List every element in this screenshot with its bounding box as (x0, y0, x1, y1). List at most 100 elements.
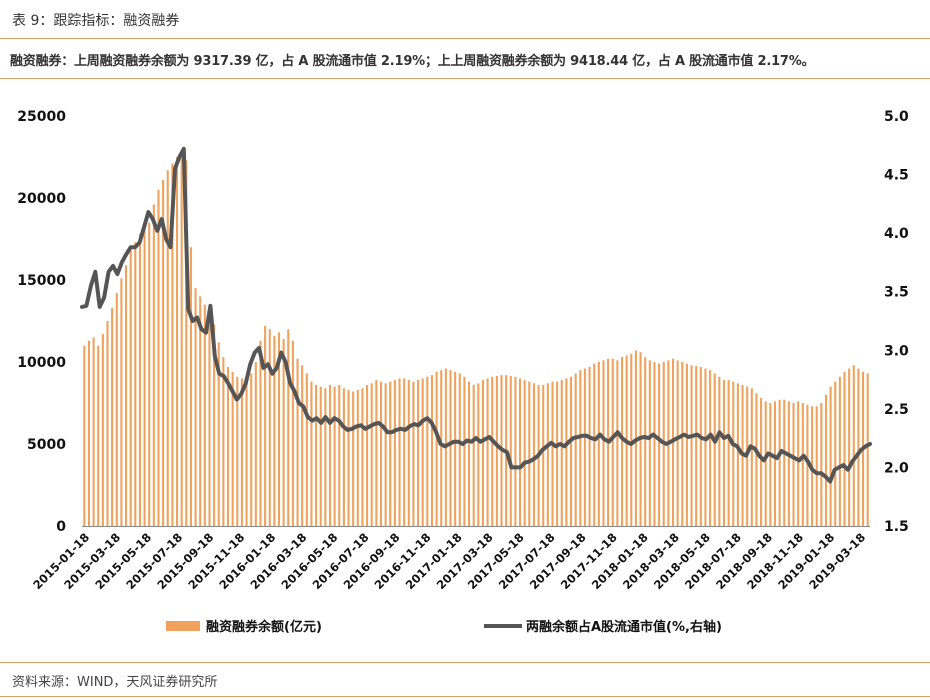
balance-bar (120, 278, 123, 526)
balance-bar (722, 380, 726, 526)
balance-bar (755, 393, 758, 526)
balance-bar (296, 358, 299, 526)
balance-bar (315, 384, 318, 526)
balance-bar (203, 304, 206, 526)
summary-divider (0, 78, 930, 79)
balance-bar (240, 378, 243, 526)
left-tick-label: 10000 (17, 355, 66, 371)
balance-bar (129, 250, 132, 527)
legend-bar-swatch (166, 621, 200, 631)
left-axis: 0 5000 10000 15000 20000 25000 (17, 109, 66, 535)
balance-bar (87, 340, 90, 526)
balance-bar (574, 373, 577, 526)
balance-bar (699, 366, 702, 526)
balance-bar (111, 307, 114, 526)
left-tick-label: 20000 (17, 191, 66, 207)
balance-bar (848, 368, 851, 526)
balance-bar (750, 388, 753, 526)
balance-bar (797, 401, 800, 526)
balance-bar (185, 160, 188, 526)
balance-bar (518, 378, 522, 526)
balance-bar (611, 358, 614, 526)
balance-bar (583, 368, 586, 526)
balance-bar (690, 365, 693, 526)
right-tick-label: 3.5 (884, 285, 909, 301)
balance-bar (718, 376, 721, 526)
balance-bar (166, 170, 169, 526)
left-tick-label: 0 (56, 519, 66, 535)
balance-bar (556, 381, 559, 526)
right-tick-label: 4.5 (884, 168, 909, 184)
balance-bar (347, 389, 350, 526)
balance-bar (356, 389, 359, 526)
right-tick-label: 4.0 (884, 226, 909, 242)
balance-bar (301, 365, 304, 526)
balance-bar (236, 376, 239, 526)
balance-bar (222, 357, 225, 526)
balance-bar (138, 234, 141, 526)
balance-bar (217, 342, 220, 526)
balance-bar (134, 242, 137, 526)
balance-bar (685, 363, 688, 526)
balance-bar (264, 325, 267, 526)
right-tick-label: 3.0 (884, 343, 909, 359)
balance-bar (481, 380, 484, 526)
legend-bar-label: 融资融券余额(亿元) (206, 619, 322, 635)
balance-bar (277, 332, 281, 526)
balance-bar (838, 376, 841, 526)
balance-bar (565, 378, 568, 526)
balance-bar (361, 388, 364, 526)
balance-bar (764, 401, 767, 526)
balance-bar (97, 345, 100, 526)
figure-caption: 表 9：跟踪指标：融资融券 (12, 13, 180, 29)
footer-divider (0, 662, 930, 663)
balance-bar (375, 380, 378, 526)
balance-bar (787, 401, 790, 526)
balance-bar (681, 362, 684, 526)
balance-bar (713, 373, 716, 526)
legend-line-label: 两融余额占A股流通市值(%,右轴) (526, 619, 722, 635)
balance-bar (393, 380, 396, 526)
balance-bar (250, 373, 253, 526)
balance-bar (773, 401, 777, 526)
balance-bar (333, 386, 336, 526)
balance-bar (597, 362, 600, 526)
balance-bar (806, 404, 809, 526)
balance-bar (319, 386, 322, 526)
left-tick-label: 15000 (17, 273, 66, 289)
balance-bar (834, 381, 837, 526)
left-tick-label: 25000 (17, 109, 66, 125)
balance-bar (463, 376, 466, 526)
balance-bar (477, 383, 480, 526)
balance-bar (593, 363, 596, 526)
balance-bar (417, 380, 420, 526)
balance-bar (495, 375, 498, 526)
balance-bar (704, 368, 707, 526)
balance-bar (342, 388, 345, 526)
balance-bar (551, 381, 554, 526)
balance-bar (157, 189, 160, 527)
balance-bar (820, 403, 823, 526)
balance-bar (736, 383, 739, 526)
balance-bar (282, 339, 285, 526)
balance-bar (407, 380, 410, 526)
ratio-line (80, 146, 872, 484)
balance-bar (709, 370, 712, 526)
balance-bar (268, 329, 271, 526)
balance-bar (486, 378, 489, 526)
balance-bar (254, 362, 257, 526)
balance-bar (245, 380, 248, 526)
summary-text: 融资融券：上周融资融券余额为 9317.39 亿，占 A 股流通市值 2.19%… (10, 54, 815, 69)
balance-bar (379, 381, 383, 526)
legend: 融资融券余额(亿元) 两融余额占A股流通市值(%,右轴) (166, 619, 722, 635)
balance-bar (760, 398, 763, 526)
balance-bar (528, 381, 531, 526)
balance-bar (152, 204, 155, 526)
balance-bar (579, 370, 582, 526)
balance-bar (514, 376, 517, 526)
balance-bar (783, 399, 786, 526)
balance-bar (370, 383, 373, 526)
balance-bar (732, 381, 735, 526)
balance-bar (208, 312, 211, 526)
balance-bar (287, 329, 290, 526)
